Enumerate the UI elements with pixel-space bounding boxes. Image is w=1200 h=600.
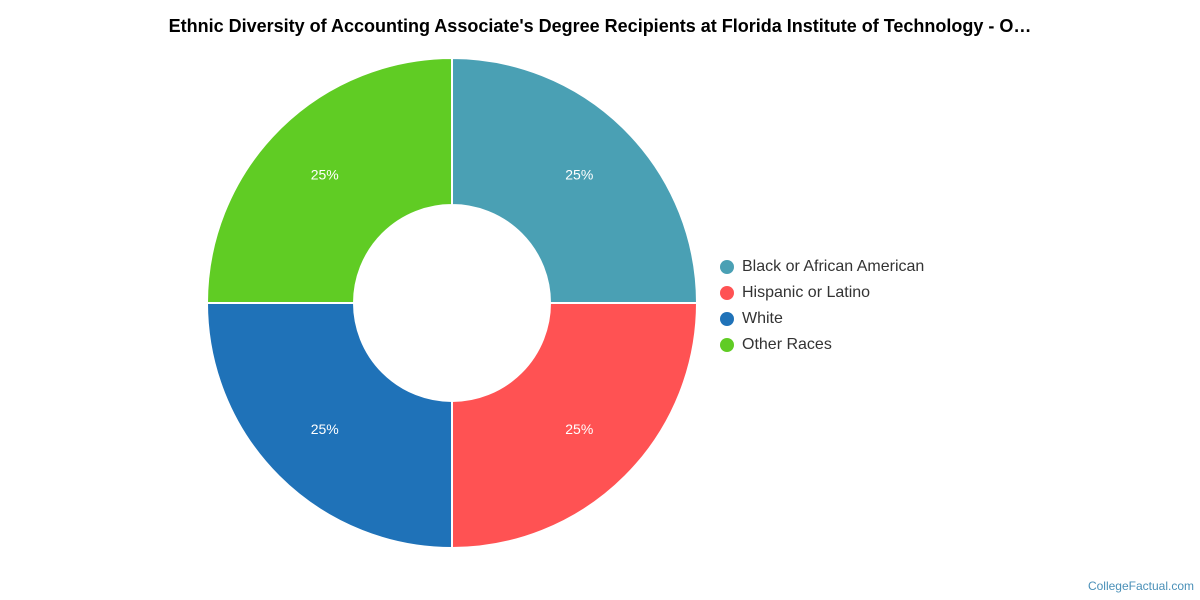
slice-data-label: 25% bbox=[565, 166, 593, 182]
donut-slice-white[interactable] bbox=[205, 302, 453, 550]
legend-item-hispanic-or-latino[interactable]: Hispanic or Latino bbox=[720, 280, 924, 306]
donut-slice-other-races[interactable] bbox=[205, 56, 453, 304]
legend-swatch-icon bbox=[720, 312, 734, 326]
slice-data-label: 25% bbox=[565, 421, 593, 437]
legend: Black or African American Hispanic or La… bbox=[720, 254, 924, 358]
legend-label: Black or African American bbox=[742, 258, 925, 275]
legend-swatch-icon bbox=[720, 338, 734, 352]
legend-label: White bbox=[742, 310, 783, 327]
slice-data-label: 25% bbox=[311, 166, 339, 182]
legend-swatch-icon bbox=[720, 286, 734, 300]
credit-link[interactable]: CollegeFactual.com bbox=[1087, 579, 1194, 593]
legend-label: Hispanic or Latino bbox=[742, 284, 871, 301]
legend-item-other-races[interactable]: Other Races bbox=[720, 332, 924, 358]
slice-data-label: 25% bbox=[311, 421, 339, 437]
legend-item-black-or-african-american[interactable]: Black or African American bbox=[720, 254, 924, 280]
donut-slice-black-or-african-american[interactable] bbox=[451, 56, 699, 304]
legend-label: Other Races bbox=[742, 336, 832, 353]
legend-swatch-icon bbox=[720, 260, 734, 274]
donut-slice-hispanic-or-latino[interactable] bbox=[451, 302, 699, 550]
legend-item-white[interactable]: White bbox=[720, 306, 924, 332]
chart-title: Ethnic Diversity of Accounting Associate… bbox=[168, 16, 1032, 36]
